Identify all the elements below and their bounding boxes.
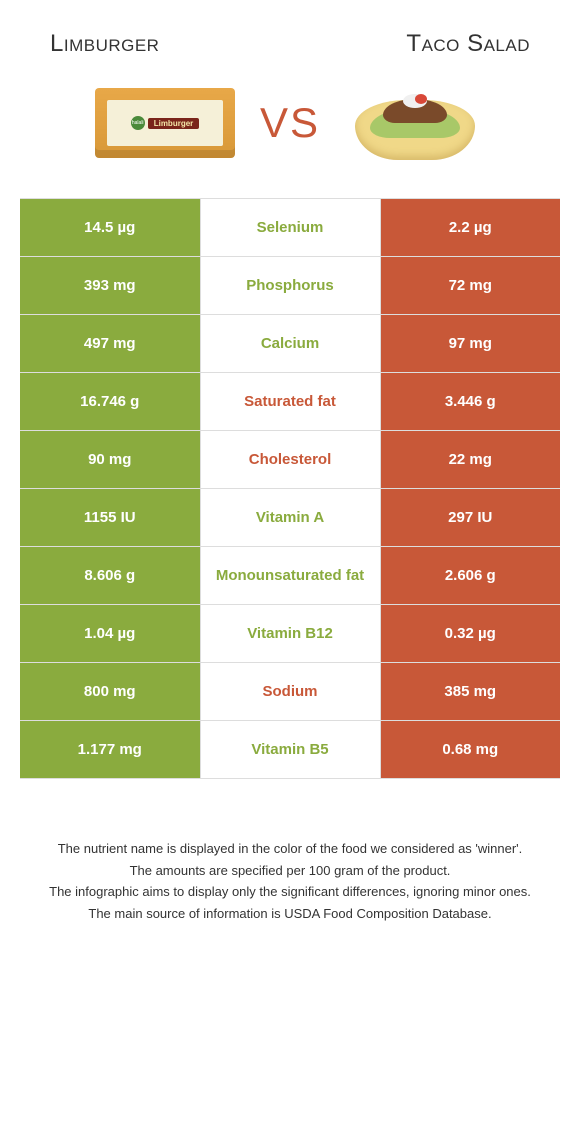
- value-right: 3.446 g: [380, 373, 560, 431]
- value-right: 0.68 mg: [380, 721, 560, 779]
- vs-text: VS: [260, 99, 320, 147]
- value-left: 8.606 g: [20, 547, 200, 605]
- table-row: 90 mgCholesterol22 mg: [20, 431, 560, 489]
- value-left: 497 mg: [20, 315, 200, 373]
- nutrient-label: Vitamin A: [200, 489, 380, 547]
- value-left: 800 mg: [20, 663, 200, 721]
- footer-text: The nutrient name is displayed in the co…: [20, 839, 560, 923]
- value-right: 72 mg: [380, 257, 560, 315]
- table-row: 8.606 gMonounsaturated fat2.606 g: [20, 547, 560, 605]
- header-titles: Limburger Taco Salad: [20, 30, 560, 58]
- nutrient-label: Vitamin B12: [200, 605, 380, 663]
- title-limburger: Limburger: [50, 30, 159, 58]
- nutrient-label: Calcium: [200, 315, 380, 373]
- table-row: 14.5 µgSelenium2.2 µg: [20, 199, 560, 257]
- taco-salad-image: [340, 78, 490, 168]
- table-row: 393 mgPhosphorus72 mg: [20, 257, 560, 315]
- value-right: 2.2 µg: [380, 199, 560, 257]
- table-row: 800 mgSodium385 mg: [20, 663, 560, 721]
- value-left: 393 mg: [20, 257, 200, 315]
- table-row: 1155 IUVitamin A297 IU: [20, 489, 560, 547]
- table-row: 16.746 gSaturated fat3.446 g: [20, 373, 560, 431]
- value-left: 90 mg: [20, 431, 200, 489]
- value-left: 14.5 µg: [20, 199, 200, 257]
- nutrient-label: Vitamin B5: [200, 721, 380, 779]
- taco-icon: [345, 78, 485, 168]
- footer-line-2: The amounts are specified per 100 gram o…: [30, 861, 550, 881]
- value-right: 97 mg: [380, 315, 560, 373]
- table-row: 1.04 µgVitamin B120.32 µg: [20, 605, 560, 663]
- table-row: 497 mgCalcium97 mg: [20, 315, 560, 373]
- footer-line-3: The infographic aims to display only the…: [30, 882, 550, 902]
- table-row: 1.177 mgVitamin B50.68 mg: [20, 721, 560, 779]
- footer-line-1: The nutrient name is displayed in the co…: [30, 839, 550, 859]
- value-right: 22 mg: [380, 431, 560, 489]
- value-left: 16.746 g: [20, 373, 200, 431]
- nutrient-label: Selenium: [200, 199, 380, 257]
- cheese-brand-name: Limburger: [148, 118, 200, 129]
- cheese-block-icon: halali Limburger: [95, 88, 235, 158]
- nutrient-label: Cholesterol: [200, 431, 380, 489]
- value-left: 1.177 mg: [20, 721, 200, 779]
- cheese-brand-circle: halali: [131, 116, 145, 130]
- value-right: 297 IU: [380, 489, 560, 547]
- value-left: 1.04 µg: [20, 605, 200, 663]
- cheese-label: halali Limburger: [107, 100, 223, 146]
- footer-line-4: The main source of information is USDA F…: [30, 904, 550, 924]
- nutrient-label: Sodium: [200, 663, 380, 721]
- vs-row: halali Limburger VS: [20, 78, 560, 168]
- nutrient-label: Saturated fat: [200, 373, 380, 431]
- nutrient-label: Phosphorus: [200, 257, 380, 315]
- value-right: 2.606 g: [380, 547, 560, 605]
- nutrient-label: Monounsaturated fat: [200, 547, 380, 605]
- nutrient-table: 14.5 µgSelenium2.2 µg393 mgPhosphorus72 …: [20, 198, 560, 779]
- value-right: 0.32 µg: [380, 605, 560, 663]
- value-left: 1155 IU: [20, 489, 200, 547]
- value-right: 385 mg: [380, 663, 560, 721]
- title-taco-salad: Taco Salad: [406, 30, 530, 58]
- limburger-image: halali Limburger: [90, 78, 240, 168]
